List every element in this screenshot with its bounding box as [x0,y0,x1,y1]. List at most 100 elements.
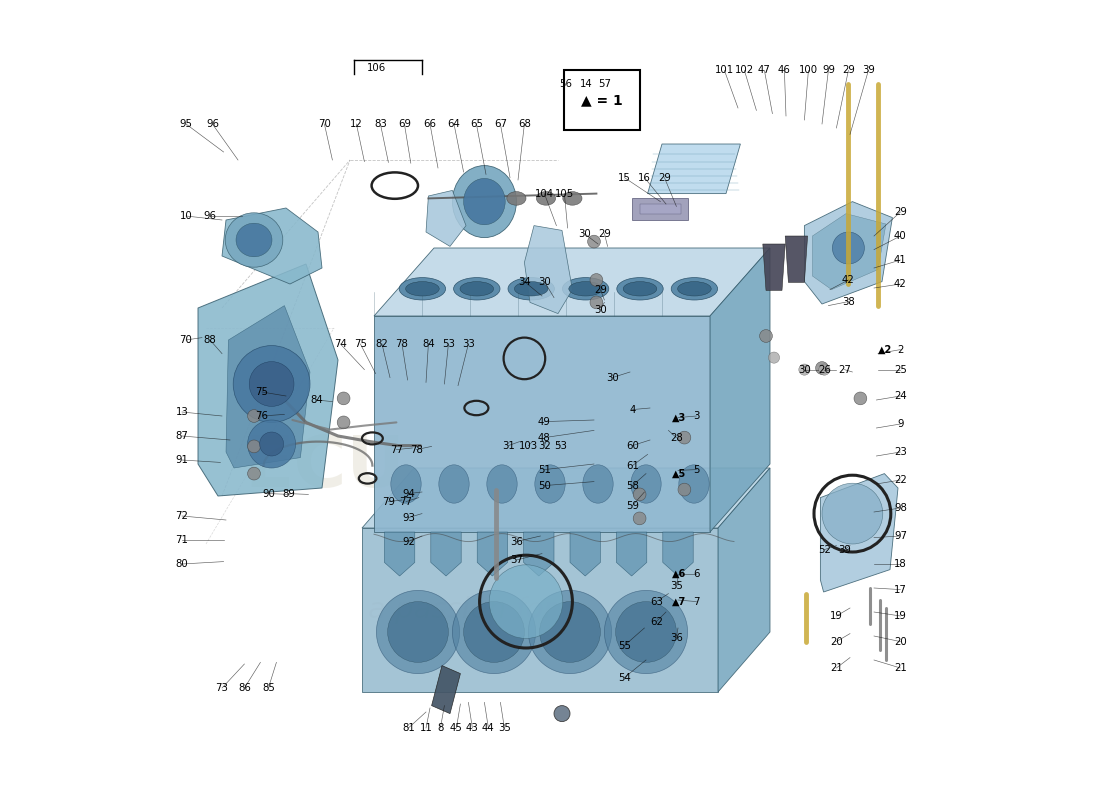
Text: 76: 76 [255,411,268,421]
Circle shape [634,488,646,501]
Text: 31: 31 [502,441,515,450]
Text: 35: 35 [498,723,510,733]
Polygon shape [431,532,461,576]
Text: 19: 19 [830,611,843,621]
Text: 63: 63 [650,597,663,606]
Ellipse shape [679,465,710,503]
Text: 10: 10 [179,211,192,221]
FancyBboxPatch shape [563,70,640,130]
Circle shape [604,590,688,674]
Text: 73: 73 [216,683,229,693]
Text: 29: 29 [598,229,611,238]
Text: 14: 14 [580,79,593,89]
Text: 46: 46 [778,66,791,75]
Text: 77: 77 [389,445,403,454]
Text: 5: 5 [693,465,700,474]
Text: 22: 22 [894,475,906,485]
Circle shape [634,512,646,525]
Text: 78: 78 [410,445,422,454]
Text: 39: 39 [838,545,850,554]
Text: 94: 94 [402,489,415,498]
Ellipse shape [630,465,661,503]
Text: 99: 99 [822,66,835,75]
Polygon shape [663,532,693,576]
Ellipse shape [569,282,603,296]
Text: 12: 12 [350,119,363,129]
Text: 84: 84 [422,339,435,349]
Text: ▲ = 1: ▲ = 1 [581,93,623,107]
Text: 93: 93 [402,513,415,522]
Polygon shape [384,532,415,576]
Text: 102: 102 [735,66,754,75]
Ellipse shape [439,465,470,503]
Text: 30: 30 [578,229,591,238]
Text: 60: 60 [626,441,639,450]
Text: 16: 16 [638,173,651,182]
Text: 67: 67 [494,119,507,129]
Ellipse shape [515,282,548,296]
Text: 91: 91 [176,455,188,465]
Text: ▲6: ▲6 [672,569,686,578]
Polygon shape [710,248,770,532]
Text: 3: 3 [693,411,700,421]
Circle shape [815,362,828,374]
Text: 81: 81 [402,723,415,733]
Text: 83: 83 [374,119,387,129]
Text: 92: 92 [402,537,415,546]
Text: ECU: ECU [244,434,405,502]
Text: 39: 39 [862,66,874,75]
Circle shape [338,416,350,429]
Text: 64: 64 [448,119,461,129]
Text: 32: 32 [538,441,551,450]
Text: 61: 61 [626,461,639,470]
Text: 106: 106 [366,63,386,73]
Ellipse shape [537,191,556,205]
Text: 19: 19 [894,611,906,621]
Text: a passion for: a passion for [368,595,556,624]
Circle shape [338,392,350,405]
Text: 26: 26 [818,365,830,374]
Text: 97: 97 [894,531,906,541]
Text: 29: 29 [842,66,855,75]
Text: 38: 38 [842,297,855,306]
Circle shape [233,346,310,422]
Text: 25: 25 [894,365,906,374]
Ellipse shape [583,465,613,503]
Text: 53: 53 [442,339,454,349]
Text: 13: 13 [176,407,188,417]
Polygon shape [813,214,886,290]
Text: 86: 86 [238,683,251,693]
Text: 80: 80 [176,559,188,569]
Polygon shape [762,244,785,290]
Text: 43: 43 [466,723,478,733]
Text: ▲3: ▲3 [672,413,686,422]
Circle shape [818,364,830,375]
Text: 98: 98 [894,503,906,513]
Polygon shape [374,248,770,316]
Polygon shape [639,204,681,214]
Text: 69: 69 [398,119,411,129]
Circle shape [260,432,284,456]
Text: 7: 7 [693,597,700,606]
Ellipse shape [617,278,663,300]
Ellipse shape [535,465,565,503]
Text: 48: 48 [538,433,551,442]
Ellipse shape [460,282,494,296]
Polygon shape [570,532,601,576]
Text: 42: 42 [842,275,855,285]
Text: ▲2: ▲2 [878,345,892,354]
Text: 4: 4 [629,405,636,414]
Text: 82: 82 [375,339,388,349]
Ellipse shape [487,465,517,503]
Text: 62: 62 [650,617,663,626]
Ellipse shape [453,278,500,300]
Text: 56: 56 [560,79,572,89]
Ellipse shape [678,282,712,296]
Polygon shape [426,190,466,246]
Circle shape [463,602,525,662]
Text: 30: 30 [594,305,607,314]
Polygon shape [718,468,770,692]
Ellipse shape [452,166,516,238]
Text: 33: 33 [462,339,475,349]
Ellipse shape [563,191,582,205]
